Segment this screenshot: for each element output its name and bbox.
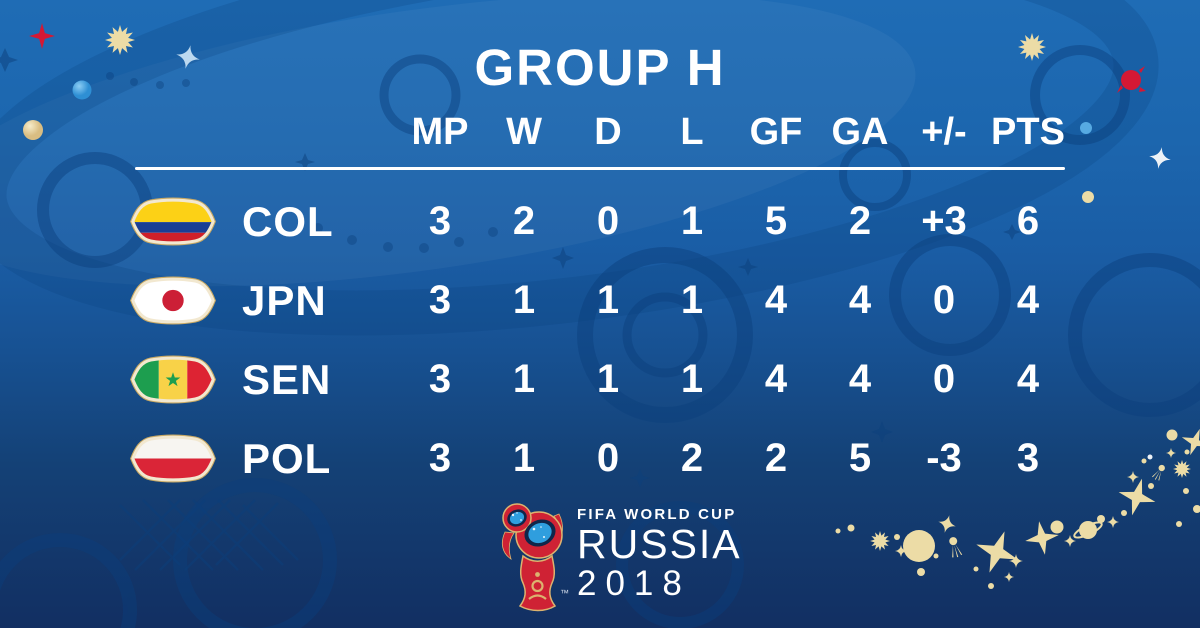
stat-d: 0 — [596, 436, 620, 480]
star-icon — [1177, 424, 1200, 460]
table-row-senegal: SEN 3 1 1 1 4 4 0 4 — [130, 340, 1070, 419]
moon-icon — [855, 528, 869, 546]
pattern-stars — [0, 48, 1021, 487]
sparkle-icon — [1147, 145, 1173, 171]
stat-mp: 3 — [428, 357, 452, 401]
stat-ga: 2 — [848, 199, 872, 243]
red-blob-icon — [1117, 66, 1146, 93]
wordmark-fifa-world-cup: FIFA WORLD CUP — [577, 506, 737, 523]
swoosh-band — [0, 0, 1156, 369]
planet-icon — [1079, 521, 1097, 539]
column-header-pts: PTS — [991, 110, 1065, 153]
stat-pts: 4 — [1016, 357, 1040, 401]
stat-gf: 4 — [764, 278, 788, 322]
cream-ball-icon — [23, 120, 43, 140]
trademark-symbol: ™ — [560, 588, 569, 598]
stat-mp: 3 — [428, 199, 452, 243]
star-icon — [1113, 473, 1161, 521]
sunburst-icon — [870, 531, 890, 551]
stat-mp: 3 — [428, 436, 452, 480]
blue-ball-icon — [72, 80, 92, 100]
table-row-poland: POL 3 1 0 2 2 5 -3 3 — [130, 419, 1070, 498]
senegal-flag-icon — [130, 353, 216, 406]
stat-d: 0 — [596, 199, 620, 243]
table-row-japan: JPN 3 1 1 1 4 4 0 4 — [130, 261, 1070, 340]
stat-ga: 4 — [848, 278, 872, 322]
stat-mp: 3 — [428, 278, 452, 322]
table-header: MP W D L GF GA +/- PTS — [130, 106, 1070, 158]
team-code: JPN — [242, 276, 327, 324]
stat-gd: 0 — [932, 357, 956, 401]
poland-flag-icon — [130, 432, 216, 485]
stat-d: 1 — [596, 278, 620, 322]
wordmark: FIFA WORLD CUP RUSSIA 2018 — [577, 506, 742, 601]
stat-l: 1 — [680, 199, 704, 243]
column-header-gf: GF — [749, 110, 803, 153]
stat-pts: 4 — [1016, 278, 1040, 322]
column-header-d: D — [594, 110, 622, 153]
blue-dot-icon — [1080, 122, 1092, 134]
stat-w: 2 — [512, 199, 536, 243]
sunburst-icon — [1173, 460, 1191, 478]
stat-l: 1 — [680, 278, 704, 322]
cream-dot-icon — [1082, 191, 1094, 203]
left-accent-cluster — [23, 23, 203, 140]
team-code: SEN — [242, 355, 332, 403]
column-header-mp: MP — [411, 110, 469, 153]
table-row-colombia: COL 3 2 0 1 5 2 +3 6 — [130, 182, 1070, 261]
stat-pts: 3 — [1016, 436, 1040, 480]
header-divider — [135, 167, 1065, 170]
fifa-world-cup-logo: ™ FIFA WORLD CUP RUSSIA 2018 — [498, 494, 740, 620]
sputnik-icon — [1151, 463, 1167, 482]
gold-ball-icon — [903, 530, 935, 562]
star-icon — [968, 523, 1026, 581]
wordmark-russia: RUSSIA — [577, 521, 742, 567]
pattern-rings — [0, 45, 1200, 628]
stat-ga: 5 — [848, 436, 872, 480]
goal-net-pattern — [119, 499, 299, 571]
stat-gf: 5 — [764, 199, 788, 243]
stat-d: 1 — [596, 357, 620, 401]
pattern-dot-arcs — [106, 72, 498, 253]
stat-gd: +3 — [921, 199, 967, 243]
stat-gf: 2 — [764, 436, 788, 480]
gold-constellation-trail — [835, 424, 1200, 589]
stat-l: 2 — [680, 436, 704, 480]
japan-flag-icon — [130, 274, 216, 327]
stat-ga: 4 — [848, 357, 872, 401]
stat-w: 1 — [512, 278, 536, 322]
trophy-icon — [501, 503, 563, 612]
colombia-flag-icon — [130, 195, 216, 248]
sputnik-icon — [947, 535, 963, 559]
stat-gd: -3 — [926, 436, 962, 480]
column-header-gd: +/- — [921, 110, 967, 153]
column-header-w: W — [506, 110, 542, 153]
stat-gd: 0 — [932, 278, 956, 322]
team-code: POL — [242, 434, 332, 482]
stat-gf: 4 — [764, 357, 788, 401]
team-code: COL — [242, 197, 334, 245]
wordmark-2018: 2018 — [577, 563, 691, 603]
right-accent-cluster — [1018, 33, 1173, 203]
page-title: GROUP H — [474, 39, 726, 96]
stat-w: 1 — [512, 357, 536, 401]
stat-w: 1 — [512, 436, 536, 480]
stat-pts: 6 — [1016, 199, 1040, 243]
column-header-ga: GA — [831, 110, 889, 153]
stat-l: 1 — [680, 357, 704, 401]
column-header-l: L — [680, 110, 704, 153]
